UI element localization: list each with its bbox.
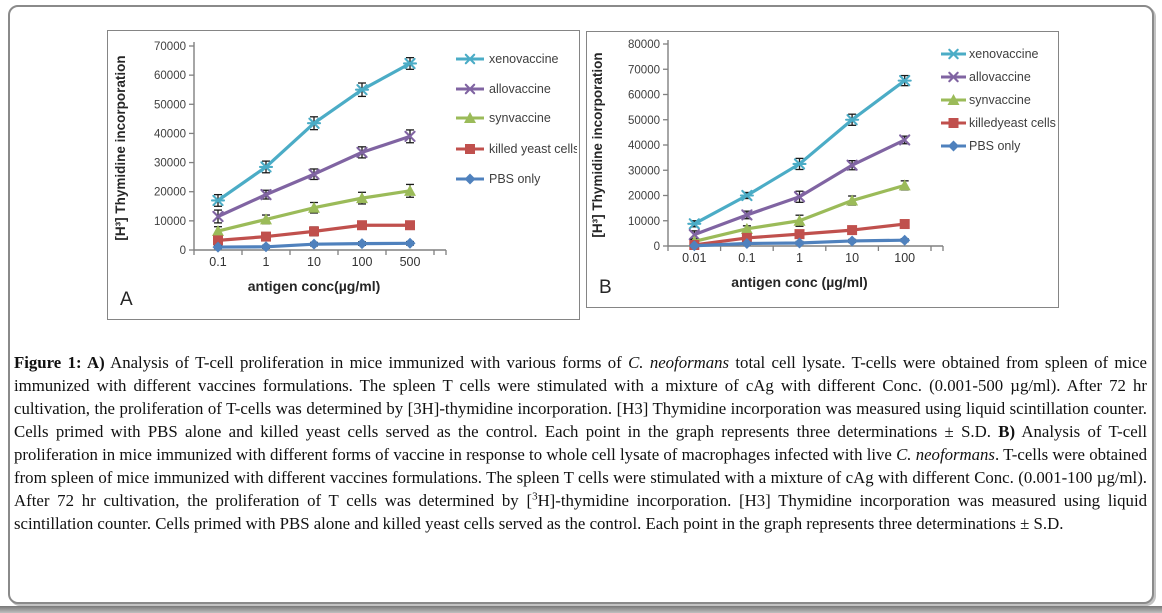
svg-text:allovaccine: allovaccine <box>969 70 1031 84</box>
svg-text:70000: 70000 <box>628 64 660 76</box>
svg-text:80000: 80000 <box>628 39 660 51</box>
svg-text:20000: 20000 <box>628 191 660 203</box>
svg-text:100: 100 <box>352 255 373 269</box>
svg-text:10: 10 <box>307 255 321 269</box>
svg-text:500: 500 <box>400 255 421 269</box>
svg-text:PBS only: PBS only <box>969 139 1021 153</box>
svg-text:100: 100 <box>894 251 915 265</box>
svg-text:xenovaccine: xenovaccine <box>969 47 1039 61</box>
svg-text:50000: 50000 <box>154 99 186 111</box>
svg-text:killed yeast cells: killed yeast cells <box>489 142 577 156</box>
svg-text:10: 10 <box>845 251 859 265</box>
svg-text:antigen conc (µg/ml): antigen conc (µg/ml) <box>731 274 867 290</box>
chart-panel-b: 0 10000 20000 30000 40000 50000 60000 70000 8000… <box>586 31 1059 308</box>
svg-text:antigen conc(µg/ml): antigen conc(µg/ml) <box>248 278 381 294</box>
chart-panel-a: 0 10000 20000 30000 40000 50000 60000 70000 0.1 1… <box>107 30 580 320</box>
svg-text:synvaccine: synvaccine <box>489 111 551 125</box>
svg-text:[H³] Thymidine incorporation: [H³] Thymidine incorporation <box>590 52 605 237</box>
page-divider-bar <box>0 606 1162 613</box>
svg-text:30000: 30000 <box>154 158 186 170</box>
svg-text:10000: 10000 <box>628 216 660 228</box>
svg-text:60000: 60000 <box>154 70 186 82</box>
svg-text:0.01: 0.01 <box>682 251 706 265</box>
svg-text:0: 0 <box>180 245 186 257</box>
svg-text:50000: 50000 <box>628 115 660 127</box>
svg-text:synvaccine: synvaccine <box>969 93 1031 107</box>
svg-text:40000: 40000 <box>154 128 186 140</box>
chart-b: 0 10000 20000 30000 40000 50000 60000 70000 8000… <box>590 39 1056 290</box>
svg-text:1: 1 <box>263 255 270 269</box>
svg-text:[H³] Thymidine incorporation: [H³] Thymidine incorporation <box>113 55 128 240</box>
svg-text:1: 1 <box>796 251 803 265</box>
panel-a-label: A <box>120 289 133 310</box>
svg-text:20000: 20000 <box>154 187 186 199</box>
svg-text:40000: 40000 <box>628 140 660 152</box>
panel-b-label: B <box>599 277 612 298</box>
svg-text:xenovaccine: xenovaccine <box>489 52 559 66</box>
svg-text:0: 0 <box>654 241 660 253</box>
chart-a: 0 10000 20000 30000 40000 50000 60000 70000 0.1 1… <box>113 41 577 294</box>
svg-text:10000: 10000 <box>154 216 186 228</box>
svg-text:60000: 60000 <box>628 90 660 102</box>
svg-text:allovaccine: allovaccine <box>489 82 551 96</box>
svg-text:killedyeast cells: killedyeast cells <box>969 116 1056 130</box>
svg-text:30000: 30000 <box>628 165 660 177</box>
svg-text:70000: 70000 <box>154 41 186 53</box>
svg-text:0.1: 0.1 <box>209 255 226 269</box>
svg-text:PBS only: PBS only <box>489 172 541 186</box>
figure-caption: Figure 1: A) Analysis of T-cell prolifer… <box>14 352 1148 533</box>
svg-text:0.1: 0.1 <box>738 251 755 265</box>
